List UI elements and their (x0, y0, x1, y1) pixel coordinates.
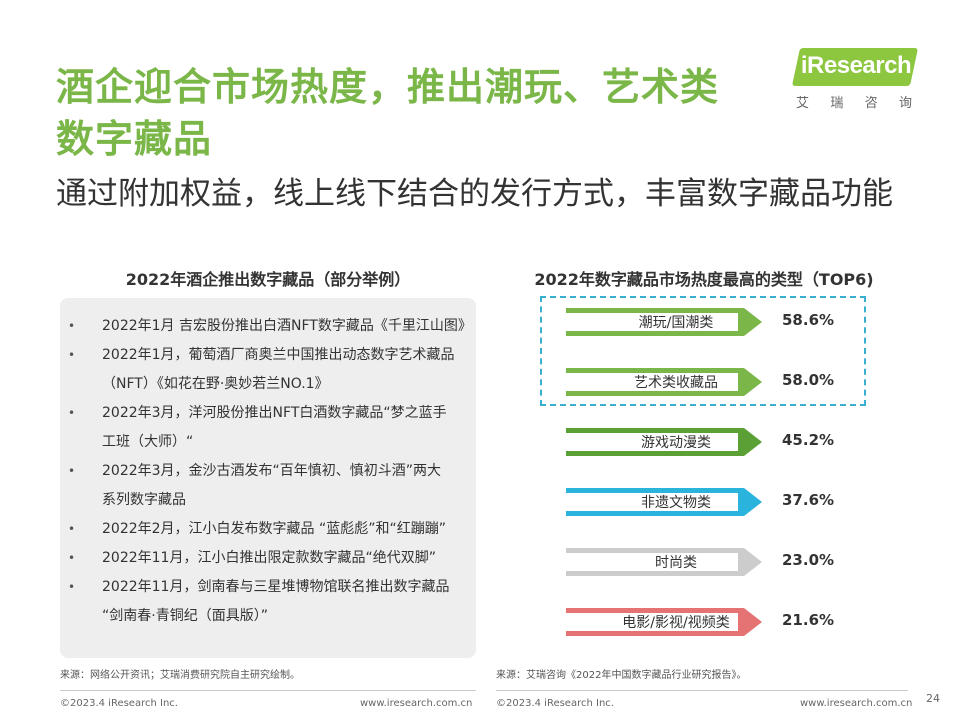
bar-value-label: 37.6% (782, 491, 835, 509)
bar-value-label: 58.0% (782, 371, 835, 389)
bar-category-label: 艺术类收藏品 (634, 375, 718, 391)
list-item: • 2022年3月，金沙古酒发布“百年慎初、慎初斗酒”两大 系列数字藏品 (66, 457, 470, 515)
list-item-line: 2022年2月，江小白发布数字藏品 “蓝彪彪”和“红蹦蹦” (102, 521, 446, 537)
bullet-icon: • (68, 406, 76, 420)
arrow-bar-shape (566, 488, 762, 516)
arrow-bar-shape (566, 308, 762, 336)
list-item: • 2022年11月，江小白推出限定款数字藏品“绝代双脚” (66, 544, 470, 573)
list-item-line: （NFT）《如花在野·奥妙若兰NO.1》 (102, 376, 329, 392)
list-item-line: 工班（大师）“ (102, 434, 194, 450)
bar-category-label: 游戏动漫类 (641, 435, 711, 451)
bar-inner-fill (566, 553, 738, 571)
bullet-icon: • (68, 464, 76, 478)
bar-inner-fill (566, 613, 738, 631)
bar-row: 潮玩/国潮类 58.6% (566, 304, 866, 340)
bar-value-label: 45.2% (782, 431, 835, 449)
bar-category-label: 潮玩/国潮类 (638, 315, 714, 331)
bullet-icon: • (68, 348, 76, 362)
bar-row: 时尚类 23.0% (566, 544, 866, 580)
bar-value-label: 21.6% (782, 611, 835, 629)
list-item-line: “剑南春·青铜纪（面具版）” (102, 608, 268, 624)
logo-text: iResearch (800, 52, 912, 79)
page-number: 24 (926, 692, 940, 705)
chart-title: 2022年数字藏品市场热度最高的类型（TOP6) (534, 270, 874, 289)
top2-highlight-frame (540, 296, 866, 406)
left-section-heading: 2022年酒企推出数字藏品（部分举例） (125, 270, 411, 289)
bar-value-label: 23.0% (782, 551, 835, 569)
examples-panel (60, 298, 476, 658)
list-item: • 2022年11月，剑南春与三星堆博物馆联名推出数字藏品 “剑南春·青铜纪（面具版… (66, 573, 470, 631)
bar-row: 非遗文物类 37.6% (566, 484, 866, 520)
bar-inner-fill (566, 313, 738, 331)
footer-divider (60, 690, 476, 691)
bullet-icon: • (68, 551, 76, 565)
bar-row: 电影/影视/视频类 21.6% (566, 604, 866, 640)
arrow-bar-shape (566, 368, 762, 396)
list-item: • 2022年2月，江小白发布数字藏品 “蓝彪彪”和“红蹦蹦” (66, 515, 470, 544)
logo-sub-char: 咨 (864, 96, 880, 111)
page-title-line-1: 酒企迎合市场热度，推出潮玩、艺术类 (56, 65, 720, 109)
bar-inner-fill (566, 373, 738, 391)
list-item-line: 2022年3月，洋河股份推出NFT白酒数字藏品“梦之蓝手 (102, 405, 447, 421)
bar-inner-fill (566, 433, 738, 451)
footer-divider (496, 690, 908, 691)
footer-copyright: ©2023.4 iResearch Inc. (496, 698, 614, 709)
list-item-line: 2022年11月，江小白推出限定款数字藏品“绝代双脚” (102, 550, 436, 566)
arrow-bar-shape (566, 608, 762, 636)
bullet-icon: • (68, 522, 76, 536)
bullet-icon: • (68, 319, 76, 333)
footer-website: www.iresearch.com.cn (360, 698, 473, 709)
list-item: • 2022年1月 吉宏股份推出白酒NFT数字藏品《千里江山图》 (66, 312, 472, 341)
left-source-note: 来源：网络公开资讯；艾瑞消费研究院自主研究绘制。 (60, 670, 300, 681)
bar-category-label: 非遗文物类 (641, 495, 711, 511)
list-item: • 2022年1月，葡萄酒厂商奥兰中国推出动态数字艺术藏品 （NFT）《如花在野·奥… (66, 341, 470, 399)
page-subtitle: 通过附加权益，线上线下结合的发行方式，丰富数字藏品功能 (56, 176, 893, 212)
arrow-bar-shape (566, 428, 762, 456)
bar-inner-fill (566, 493, 738, 511)
logo-sub-char: 询 (898, 96, 914, 111)
logo-subtitle: 艾 瑞 咨 询 (796, 92, 914, 111)
logo-sub-char: 瑞 (830, 96, 846, 111)
list-item-line: 2022年11月，剑南春与三星堆博物馆联名推出数字藏品 (102, 579, 450, 595)
list-item-line: 2022年1月，葡萄酒厂商奥兰中国推出动态数字艺术藏品 (102, 347, 455, 363)
footer-copyright: ©2023.4 iResearch Inc. (60, 698, 178, 709)
footer-website: www.iresearch.com.cn (800, 698, 913, 709)
arrow-bar-shape (566, 548, 762, 576)
list-item-line: 2022年3月，金沙古酒发布“百年慎初、慎初斗酒”两大 (102, 463, 442, 479)
bar-category-label: 时尚类 (655, 555, 697, 571)
list-item-line: 2022年1月 吉宏股份推出白酒NFT数字藏品《千里江山图》 (102, 318, 472, 334)
bar-category-label: 电影/影视/视频类 (622, 615, 730, 631)
bullet-icon: • (68, 580, 76, 594)
iresearch-logo: iResearch 艾 瑞 咨 询 (791, 46, 920, 112)
page-title-line-2: 数字藏品 (56, 117, 213, 161)
right-source-note: 来源：艾瑞咨询《2022年中国数字藏品行业研究报告》。 (496, 670, 747, 681)
list-item-line: 系列数字藏品 (102, 492, 186, 508)
examples-list: • 2022年1月 吉宏股份推出白酒NFT数字藏品《千里江山图》 • 2022年1月… (66, 312, 472, 631)
list-item: • 2022年3月，洋河股份推出NFT白酒数字藏品“梦之蓝手 工班（大师）“ (66, 399, 470, 457)
bar-row: 游戏动漫类 45.2% (566, 424, 866, 460)
bar-value-label: 58.6% (782, 311, 835, 329)
logo-sub-char: 艾 (796, 96, 812, 111)
bar-row: 艺术类收藏品 58.0% (566, 364, 866, 400)
